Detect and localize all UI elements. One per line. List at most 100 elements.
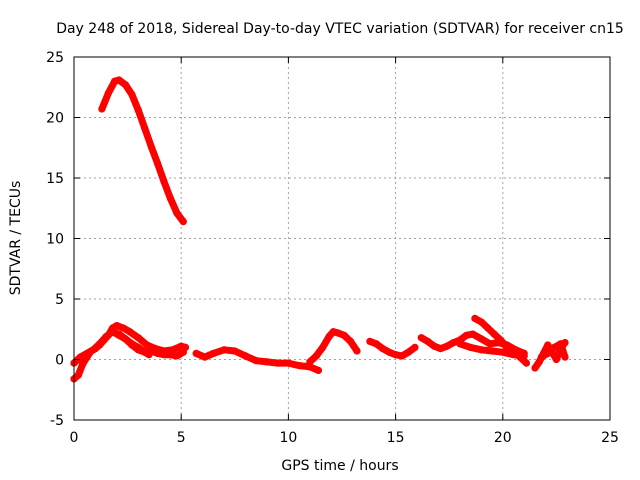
data-point — [128, 90, 136, 99]
data-point — [509, 351, 518, 359]
data-point — [424, 337, 432, 345]
data-point — [319, 343, 327, 351]
axes: 0 5 10 15 20 25 -5 0 5 10 15 20 25 — [46, 50, 619, 446]
data-point — [284, 359, 292, 367]
data-point — [484, 324, 492, 332]
data-point — [366, 337, 374, 345]
chart-title: Day 248 of 2018, Sidereal Day-to-day VTE… — [56, 21, 624, 37]
data-point — [488, 347, 496, 355]
data-point — [154, 159, 162, 168]
data-point — [141, 124, 149, 132]
data-point — [467, 343, 475, 351]
data-point — [104, 89, 112, 97]
data-point — [456, 340, 464, 348]
data-point — [160, 351, 168, 359]
data-point — [486, 340, 494, 348]
data-point — [544, 341, 552, 349]
series-arc-c — [109, 328, 153, 359]
data-point — [379, 345, 387, 353]
data-point — [471, 314, 479, 322]
y-tick-label: 10 — [46, 232, 64, 248]
data-point — [334, 329, 342, 337]
data-point — [314, 366, 322, 374]
data-point — [121, 81, 130, 89]
data-point — [83, 349, 91, 357]
data-point — [353, 347, 361, 355]
data-point — [462, 331, 470, 339]
data-point — [443, 342, 451, 350]
data-point — [74, 371, 82, 379]
data-point — [550, 343, 558, 351]
data-point — [274, 359, 282, 367]
grid — [74, 57, 610, 420]
data-point — [477, 318, 485, 326]
data-point — [121, 335, 130, 343]
series-arc-d — [192, 346, 322, 374]
data-point — [98, 105, 106, 113]
series-layer — [70, 76, 569, 383]
y-axis-label: SDTVAR / TECUs — [8, 181, 24, 296]
data-point — [128, 340, 136, 348]
data-point — [531, 364, 539, 372]
data-point — [497, 336, 505, 344]
data-point — [372, 340, 380, 348]
x-axis-label: GPS time / hours — [281, 458, 398, 474]
x-tick-label: 5 — [177, 430, 186, 446]
data-point — [201, 353, 209, 361]
data-point — [404, 348, 413, 356]
data-point — [437, 345, 445, 353]
data-point — [312, 352, 320, 360]
data-point — [89, 346, 97, 354]
data-point — [469, 330, 477, 338]
x-tick-label: 25 — [601, 430, 619, 446]
data-point — [499, 348, 507, 356]
data-point — [552, 355, 561, 364]
data-point — [231, 347, 239, 355]
data-point — [398, 352, 406, 360]
data-point — [126, 328, 134, 336]
data-point — [417, 334, 425, 342]
data-point — [147, 142, 155, 151]
data-point — [134, 343, 142, 351]
data-point — [490, 330, 498, 338]
data-point — [173, 352, 181, 360]
data-point — [449, 339, 458, 347]
data-point — [537, 353, 546, 361]
data-point — [544, 349, 552, 357]
data-point — [160, 178, 168, 186]
series-arc-high — [98, 76, 187, 226]
data-point — [430, 342, 438, 350]
data-point — [96, 340, 104, 348]
data-point — [557, 340, 565, 348]
y-tick-label: 20 — [46, 111, 64, 127]
data-point — [179, 218, 187, 226]
data-point — [192, 349, 200, 357]
data-point — [134, 334, 142, 342]
data-point — [411, 343, 419, 351]
data-point — [115, 331, 123, 339]
data-point — [522, 359, 531, 367]
data-point — [173, 209, 181, 217]
x-tick-label: 10 — [279, 430, 297, 446]
data-point — [340, 331, 348, 339]
y-tick-label: 15 — [46, 171, 64, 187]
data-point — [295, 362, 303, 370]
series-arc-f — [366, 337, 419, 360]
data-point — [102, 332, 110, 341]
data-point — [325, 332, 333, 341]
data-point — [134, 106, 142, 114]
data-point — [209, 349, 217, 357]
y-tick-label: 5 — [55, 292, 64, 308]
data-point — [306, 358, 314, 366]
data-point — [477, 335, 485, 343]
data-point — [520, 352, 528, 360]
data-point — [79, 360, 87, 368]
data-point — [109, 328, 117, 336]
data-point — [241, 352, 250, 360]
data-point — [385, 348, 393, 356]
x-tick-label: 20 — [494, 430, 512, 446]
x-tick-label: 15 — [387, 430, 405, 446]
series-arc-e — [306, 328, 361, 366]
data-point — [115, 76, 123, 84]
x-tick-label: 0 — [70, 430, 79, 446]
